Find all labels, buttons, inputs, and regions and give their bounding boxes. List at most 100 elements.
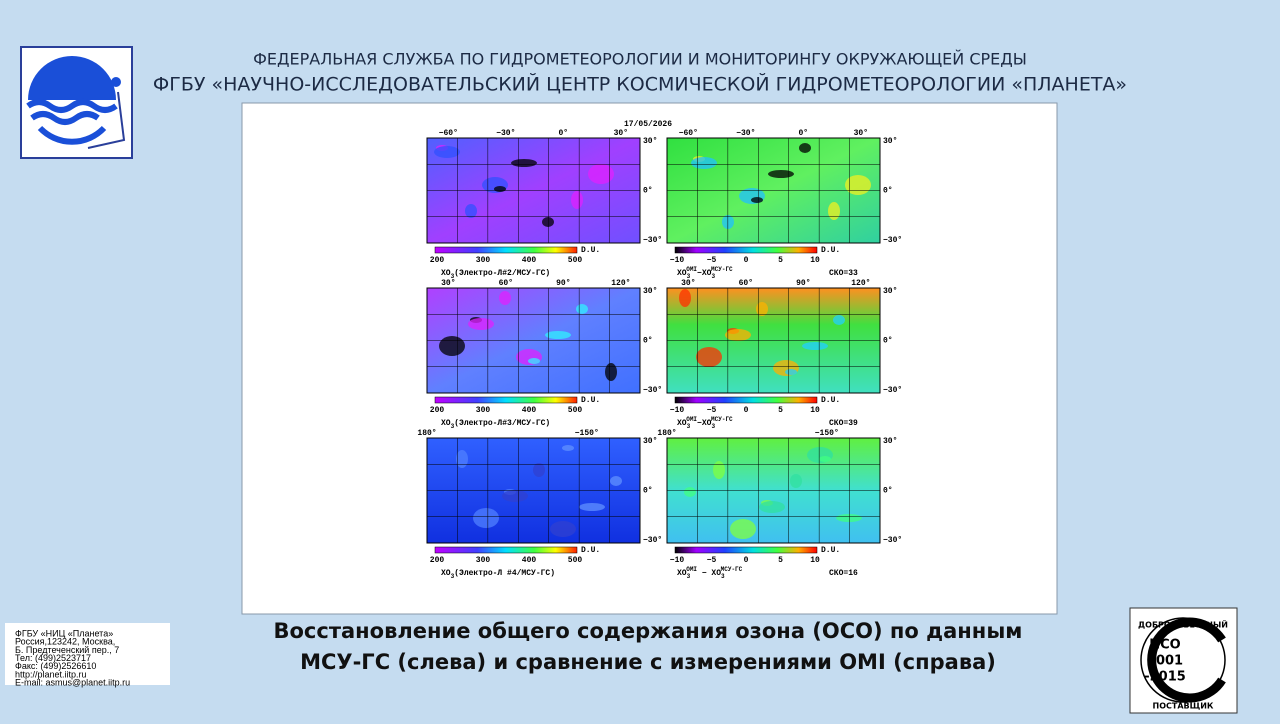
panel-caption: XO3OMI−XO3МСУ-ГС	[677, 266, 733, 280]
caption-part: МСУ-ГС	[711, 416, 733, 423]
lat-label: −30°	[643, 386, 662, 395]
caption-part: XO	[441, 419, 451, 428]
cert-top: ДОБРОСОВЕСТНЫЙ	[1138, 619, 1228, 630]
map-feature	[785, 369, 797, 375]
lon-label: 0°	[799, 129, 809, 138]
panel-caption: XO3(Электро-Л #4/МСУ-ГС)	[441, 569, 555, 579]
lon-label: −60°	[679, 129, 698, 138]
lat-label: 0°	[643, 187, 653, 196]
caption-part: МСУ-ГС	[711, 266, 733, 273]
lat-label: 0°	[883, 337, 893, 346]
map-feature	[759, 501, 785, 513]
colorbar-label: 400	[522, 256, 537, 265]
caption-part: XO	[441, 569, 451, 578]
colorbar-label: 300	[476, 256, 491, 265]
caption-part: XO	[677, 419, 687, 428]
map-feature	[756, 302, 768, 316]
colorbar-label: 0	[744, 256, 749, 265]
lat-label: 0°	[883, 487, 893, 496]
map-feature	[499, 291, 511, 305]
rmse-label: СКО=33	[829, 269, 858, 278]
map-feature	[545, 331, 571, 339]
colorbar-label: 5	[778, 406, 783, 415]
caption-part: OMI	[686, 566, 697, 573]
colorbar	[674, 246, 818, 254]
colorbar-label: 10	[810, 256, 820, 265]
lon-label: 120°	[851, 279, 870, 288]
cert-bottom: ПОСТАВЩИК	[1153, 702, 1214, 711]
map-feature	[434, 146, 460, 158]
map-feature	[468, 318, 494, 330]
colorbar-label: 0	[744, 556, 749, 565]
map-feature	[790, 474, 802, 488]
lon-label: −30°	[496, 129, 515, 138]
lat-label: 0°	[643, 487, 653, 496]
colorbar-label: −10	[670, 556, 685, 565]
contact-line: Россия,123242, Москва,	[15, 637, 115, 647]
colorbar-unit: D.U.	[821, 546, 840, 555]
map-feature	[799, 143, 811, 153]
colorbar-unit: D.U.	[581, 246, 600, 255]
lat-label: 30°	[643, 287, 657, 296]
map-feature	[562, 445, 574, 451]
colorbar-label: 400	[522, 406, 537, 415]
caption-part: XO	[677, 269, 687, 278]
map-feature	[533, 463, 545, 477]
lon-label: 30°	[614, 129, 628, 138]
map-feature	[528, 358, 540, 364]
colorbar-label: 10	[810, 556, 820, 565]
caption-part: − XO	[697, 569, 721, 578]
colorbar-unit: D.U.	[821, 396, 840, 405]
caption-part: 3	[687, 573, 691, 580]
colorbar-label: 200	[430, 256, 445, 265]
caption-part: 3	[687, 273, 691, 280]
caption-part: −XO	[697, 269, 712, 278]
colorbar-label: −10	[670, 256, 685, 265]
caption-part: МСУ-ГС	[721, 566, 743, 573]
header-line: ФГБУ «НАУЧНО-ИССЛЕДОВАТЕЛЬСКИЙ ЦЕНТР КОС…	[153, 73, 1127, 96]
lon-label: 60°	[739, 279, 753, 288]
colorbar-label: 500	[568, 406, 583, 415]
map-feature	[439, 336, 465, 356]
colorbar-unit: D.U.	[581, 546, 600, 555]
cert-number: 9001	[1147, 654, 1183, 669]
colorbar	[434, 396, 578, 404]
caption-part: 3	[451, 423, 455, 430]
map-feature	[494, 186, 506, 192]
caption-part: 3	[451, 573, 455, 580]
contacts-box	[5, 623, 170, 685]
contact-line: http://planet.iitp.ru	[15, 669, 87, 679]
panel-caption: XO3OMI − XO3МСУ-ГС	[677, 566, 743, 580]
lon-label: 0°	[559, 129, 569, 138]
panel-caption: XO3OMI−XO3МСУ-ГС	[677, 416, 733, 430]
contacts: ФГБУ «НИЦ «Планета»Россия,123242, Москва…	[15, 628, 130, 687]
caption-line: Восстановление общего содержания озона (…	[274, 619, 1023, 643]
colorbar-label: 500	[568, 256, 583, 265]
caption-part: (Электро-Л#2/МСУ-ГС)	[454, 269, 550, 278]
contact-line: Тел: (499)2523717	[15, 653, 91, 663]
colorbar-label: −10	[670, 406, 685, 415]
panel-caption: XO3(Электро-Л#3/МСУ-ГС)	[441, 419, 550, 429]
lon-label: 30°	[854, 129, 868, 138]
map-feature	[819, 456, 831, 462]
map-feature	[713, 461, 725, 479]
lon-label: 30°	[681, 279, 695, 288]
colorbar-label: −5	[707, 556, 717, 565]
lat-label: 30°	[883, 137, 897, 146]
certificate: ДОБРОСОВЕСТНЫЙ ИСО 9001 -2015 ПОСТАВЩИК	[1129, 607, 1238, 714]
caption-part: 3	[721, 573, 725, 580]
colorbar-label: 300	[476, 406, 491, 415]
map-feature	[768, 170, 794, 178]
colorbar-label: −5	[707, 406, 717, 415]
logo	[20, 46, 133, 159]
lat-label: 30°	[883, 287, 897, 296]
colorbar	[674, 546, 818, 554]
lon-label: 60°	[499, 279, 513, 288]
lat-label: 30°	[643, 137, 657, 146]
lat-label: −30°	[643, 236, 662, 245]
lon-label: −150°	[815, 429, 839, 438]
map-feature	[828, 202, 840, 220]
caption-part: OMI	[686, 266, 697, 273]
caption-line: МСУ-ГС (слева) и сравнение с измерениями…	[300, 650, 996, 674]
lat-label: −30°	[643, 536, 662, 545]
